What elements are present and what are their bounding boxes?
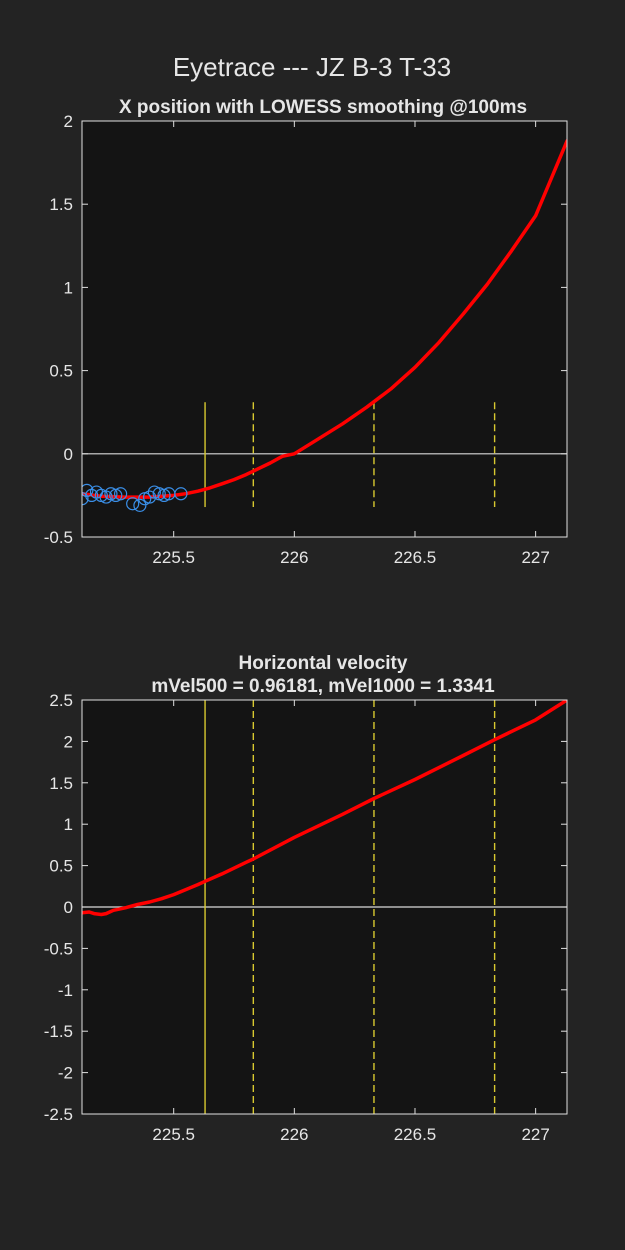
position-y-tick-label: 2 <box>64 112 73 131</box>
velocity-panel-subtitle: mVel500 = 0.96181, mVel1000 = 1.3341 <box>151 676 495 697</box>
position-panel-title: X position with LOWESS smoothing @100ms <box>119 97 527 118</box>
velocity-x-tick-label: 225.5 <box>152 1125 195 1144</box>
position-axes-background <box>82 121 567 537</box>
velocity-panel: Horizontal velocity mVel500 = 0.96181, m… <box>44 653 568 1144</box>
position-sample-point <box>174 487 188 501</box>
position-x-tick-label: 227 <box>521 548 549 567</box>
position-axes-frame <box>81 120 568 538</box>
velocity-x-tick-label: 227 <box>521 1125 549 1144</box>
velocity-plot-area <box>82 700 567 1114</box>
velocity-y-tick-label: -2 <box>58 1064 73 1083</box>
velocity-y-tick-label: -0.5 <box>44 939 73 958</box>
position-panel: X position with LOWESS smoothing @100ms … <box>44 97 568 567</box>
velocity-y-tick-label: -2.5 <box>44 1105 73 1124</box>
position-y-tick-label: -0.5 <box>44 528 73 547</box>
position-sample-point <box>126 497 140 511</box>
velocity-y-tick-label: -1 <box>58 981 73 1000</box>
position-x-tick-label: 226.5 <box>394 548 437 567</box>
position-plot-area <box>82 139 567 512</box>
position-sample-point <box>82 492 89 506</box>
velocity-y-tick-label: 2 <box>64 732 73 751</box>
velocity-x-tick-label: 226.5 <box>394 1125 437 1144</box>
position-y-tick-label: 1.5 <box>49 195 73 214</box>
velocity-y-tick-label: 0.5 <box>49 857 73 876</box>
position-trace-line <box>82 139 567 499</box>
velocity-y-tick-label: 1.5 <box>49 774 73 793</box>
figure-title: Eyetrace --- JZ B-3 T-33 <box>173 52 451 82</box>
velocity-y-tick-label: 1 <box>64 815 73 834</box>
position-y-tick-label: 0.5 <box>49 362 73 381</box>
position-x-tick-label: 225.5 <box>152 548 195 567</box>
position-sample-point <box>142 490 157 504</box>
velocity-panel-title: Horizontal velocity <box>239 653 408 674</box>
position-sample-point <box>82 483 94 498</box>
velocity-trace-line <box>82 700 567 917</box>
position-y-tick-label: 0 <box>64 445 73 464</box>
velocity-y-tick-label: 2.5 <box>49 691 73 710</box>
position-sample-point <box>114 487 128 501</box>
velocity-y-tick-label: -1.5 <box>44 1022 73 1041</box>
position-sample-point <box>133 498 147 512</box>
position-x-tick-label: 226 <box>280 548 308 567</box>
velocity-x-tick-label: 226 <box>280 1125 308 1144</box>
velocity-y-tick-label: 0 <box>64 898 73 917</box>
position-y-tick-label: 1 <box>64 278 73 297</box>
